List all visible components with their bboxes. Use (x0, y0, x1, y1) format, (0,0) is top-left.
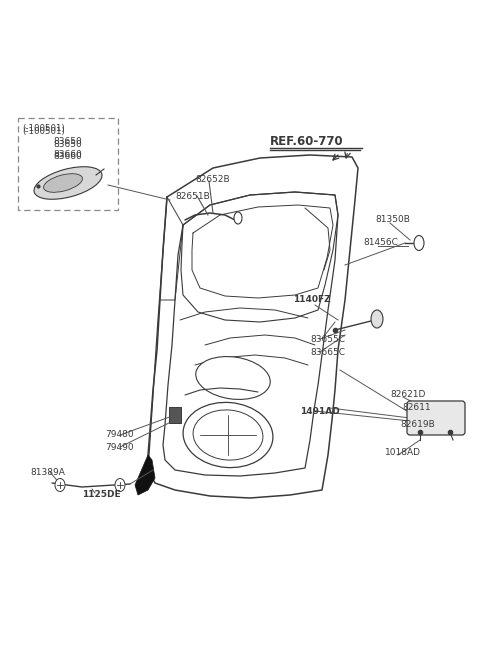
Text: 82652B: 82652B (195, 175, 229, 184)
Text: 1491AD: 1491AD (300, 407, 340, 416)
Bar (18, 118, 118, 210)
Text: 81350B: 81350B (375, 215, 410, 224)
Text: 79480: 79480 (105, 430, 133, 439)
Ellipse shape (196, 357, 270, 400)
Text: 79490: 79490 (105, 443, 133, 452)
Text: 83660: 83660 (54, 150, 83, 159)
Ellipse shape (183, 402, 273, 468)
Text: 81389A: 81389A (30, 468, 65, 477)
Text: 82619B: 82619B (400, 420, 435, 429)
Polygon shape (135, 455, 155, 495)
Ellipse shape (371, 310, 383, 328)
FancyBboxPatch shape (407, 401, 465, 435)
Text: 83665C: 83665C (310, 348, 345, 357)
Text: 81456C: 81456C (363, 238, 398, 247)
Text: 83650: 83650 (54, 140, 83, 149)
Text: (-100501): (-100501) (22, 127, 65, 136)
Text: 1140FZ: 1140FZ (293, 295, 331, 304)
Ellipse shape (414, 236, 424, 251)
Text: 83660: 83660 (54, 152, 83, 161)
Text: 82621D: 82621D (390, 390, 425, 399)
Text: 1018AD: 1018AD (385, 448, 421, 457)
Text: 83650: 83650 (54, 137, 83, 146)
Text: 82651B: 82651B (175, 192, 210, 201)
Ellipse shape (234, 212, 242, 224)
Text: 82611: 82611 (402, 403, 431, 412)
Ellipse shape (34, 167, 102, 199)
FancyBboxPatch shape (169, 407, 181, 423)
Ellipse shape (55, 478, 65, 491)
Text: (-100501): (-100501) (22, 124, 65, 133)
Text: REF.60-770: REF.60-770 (270, 135, 344, 148)
Ellipse shape (193, 410, 263, 460)
Text: 83655C: 83655C (310, 335, 345, 344)
Text: 1125DE: 1125DE (82, 490, 120, 499)
Text: REF.60-770: REF.60-770 (270, 138, 339, 148)
Ellipse shape (115, 478, 125, 491)
Ellipse shape (44, 174, 83, 192)
